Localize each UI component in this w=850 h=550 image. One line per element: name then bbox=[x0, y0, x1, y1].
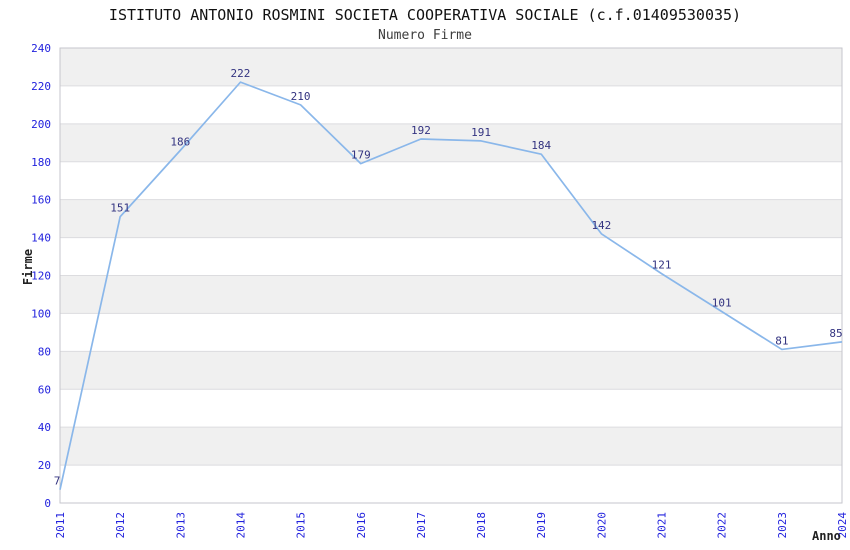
grid-band bbox=[60, 161, 842, 200]
grid-band bbox=[60, 48, 842, 86]
x-axis-title: Anno bbox=[812, 529, 841, 543]
y-tick-label: 20 bbox=[38, 459, 51, 472]
value-label: 81 bbox=[775, 334, 788, 347]
y-tick-label: 200 bbox=[31, 118, 51, 131]
series-line bbox=[59, 81, 843, 490]
y-tick-label: 80 bbox=[38, 345, 51, 358]
value-label: 7 bbox=[54, 475, 61, 488]
y-tick-label: 240 bbox=[31, 42, 51, 55]
y-tick-label: 180 bbox=[31, 156, 51, 169]
x-tick-label: 2024 bbox=[836, 512, 849, 539]
x-tick-label: 2023 bbox=[776, 512, 789, 539]
value-label: 192 bbox=[411, 124, 431, 137]
y-tick-label: 0 bbox=[44, 497, 51, 510]
x-tick-label: 2014 bbox=[234, 512, 247, 539]
x-tick-label: 2016 bbox=[355, 512, 368, 539]
chart-subtitle: Numero Firme bbox=[378, 28, 472, 43]
value-label: 85 bbox=[829, 327, 842, 340]
value-label: 222 bbox=[231, 67, 251, 80]
y-tick-label: 100 bbox=[31, 307, 51, 320]
grid-band bbox=[60, 275, 842, 314]
x-tick-label: 2013 bbox=[174, 512, 187, 539]
value-label: 151 bbox=[110, 202, 130, 215]
y-axis-title: Firme bbox=[21, 248, 35, 286]
x-tick-label: 2019 bbox=[535, 512, 548, 539]
value-label: 184 bbox=[531, 139, 551, 152]
grid-band bbox=[60, 427, 842, 466]
x-tick-label: 2012 bbox=[114, 512, 127, 539]
value-label: 179 bbox=[351, 149, 371, 162]
x-tick-label: 2022 bbox=[716, 512, 729, 539]
grid-band bbox=[60, 351, 842, 390]
grid-band bbox=[60, 313, 842, 352]
y-tick-label: 220 bbox=[31, 80, 51, 93]
plot-border bbox=[59, 47, 843, 504]
y-tick-label: 140 bbox=[31, 232, 51, 245]
value-label: 210 bbox=[291, 90, 311, 103]
x-tick-label: 2017 bbox=[415, 512, 428, 539]
grid-band bbox=[60, 199, 842, 238]
value-label: 121 bbox=[652, 259, 672, 272]
x-tick-label: 2021 bbox=[656, 512, 669, 539]
value-label: 101 bbox=[712, 297, 732, 310]
grid-band bbox=[60, 123, 842, 162]
grid-band bbox=[60, 389, 842, 428]
value-label: 186 bbox=[170, 135, 190, 148]
value-label: 142 bbox=[591, 219, 611, 232]
x-tick-label: 2015 bbox=[295, 512, 308, 539]
y-tick-label: 120 bbox=[31, 270, 51, 283]
x-tick-label: 2011 bbox=[54, 512, 67, 539]
value-label: 191 bbox=[471, 126, 491, 139]
x-tick-label: 2018 bbox=[475, 512, 488, 539]
grid-band bbox=[60, 237, 842, 276]
x-tick-label: 2020 bbox=[595, 512, 608, 539]
grid-band bbox=[60, 465, 842, 503]
y-tick-label: 40 bbox=[38, 421, 51, 434]
chart-title: ISTITUTO ANTONIO ROSMINI SOCIETA COOPERA… bbox=[108, 6, 742, 24]
grid-band bbox=[60, 85, 842, 124]
y-tick-label: 60 bbox=[38, 383, 51, 396]
y-tick-label: 160 bbox=[31, 194, 51, 207]
